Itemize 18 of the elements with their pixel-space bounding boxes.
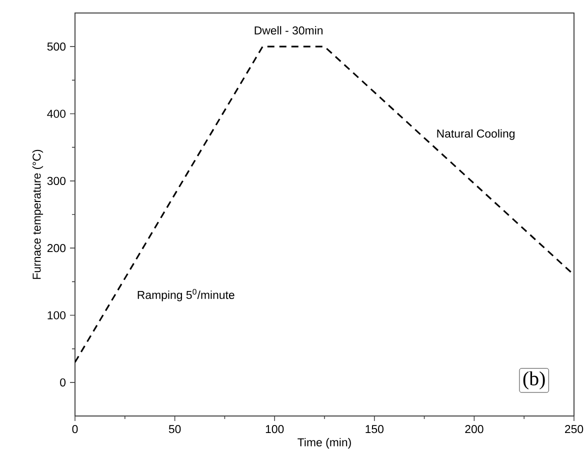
y-tick-label: 300: [47, 176, 66, 185]
y-axis-title: Furnace temperature (°C): [32, 150, 44, 279]
y-tick-label: 500: [47, 42, 66, 51]
annotation: Dwell - 30min: [254, 26, 322, 34]
x-tick-label: 0: [72, 425, 78, 434]
y-tick-label: 100: [48, 311, 66, 320]
y-tick-label: 200: [47, 244, 66, 252]
y-tick-label: 0: [60, 378, 66, 386]
y-tick-label: 400: [47, 110, 66, 118]
x-tick-label: 100: [266, 425, 284, 434]
annotation: Natural Cooling: [437, 129, 514, 140]
x-tick-label: 250: [565, 425, 584, 434]
x-axis-title: Time (min): [298, 438, 351, 449]
x-tick-label: 200: [465, 425, 484, 434]
annotation: Ramping 5$^{0}$/minute: [138, 288, 234, 302]
x-tick-label: 150: [366, 425, 384, 434]
annotation: (b): [523, 371, 545, 390]
x-tick-label: 50: [168, 425, 181, 434]
